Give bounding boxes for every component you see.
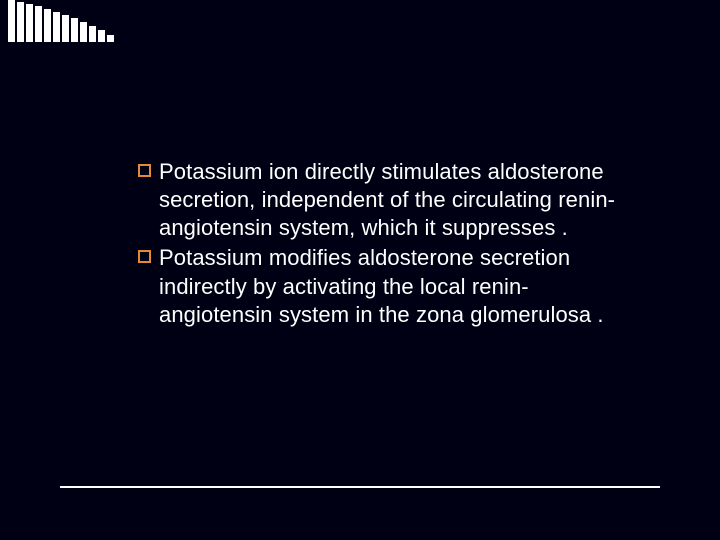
decor-bar [26, 4, 33, 42]
bullet-item: Potassium modifies aldosterone secretion… [138, 244, 630, 328]
decor-bar [71, 18, 78, 42]
decor-bar [53, 12, 60, 42]
decor-bar [44, 9, 51, 42]
decor-bar [80, 22, 87, 42]
decor-bar [17, 2, 24, 42]
checkbox-bullet-icon [138, 164, 151, 177]
decor-bar [35, 6, 42, 42]
decor-bar [107, 35, 114, 42]
slide-content: Potassium ion directly stimulates aldost… [138, 158, 630, 331]
decorative-top-bars [0, 0, 114, 42]
bullet-text: Potassium modifies aldosterone secretion… [159, 244, 630, 328]
decor-bar [89, 26, 96, 42]
bullet-item: Potassium ion directly stimulates aldost… [138, 158, 630, 242]
decor-bar [98, 30, 105, 42]
bullet-text: Potassium ion directly stimulates aldost… [159, 158, 630, 242]
decor-bar [62, 15, 69, 42]
horizontal-rule [60, 486, 660, 488]
decor-bar [8, 0, 15, 42]
checkbox-bullet-icon [138, 250, 151, 263]
